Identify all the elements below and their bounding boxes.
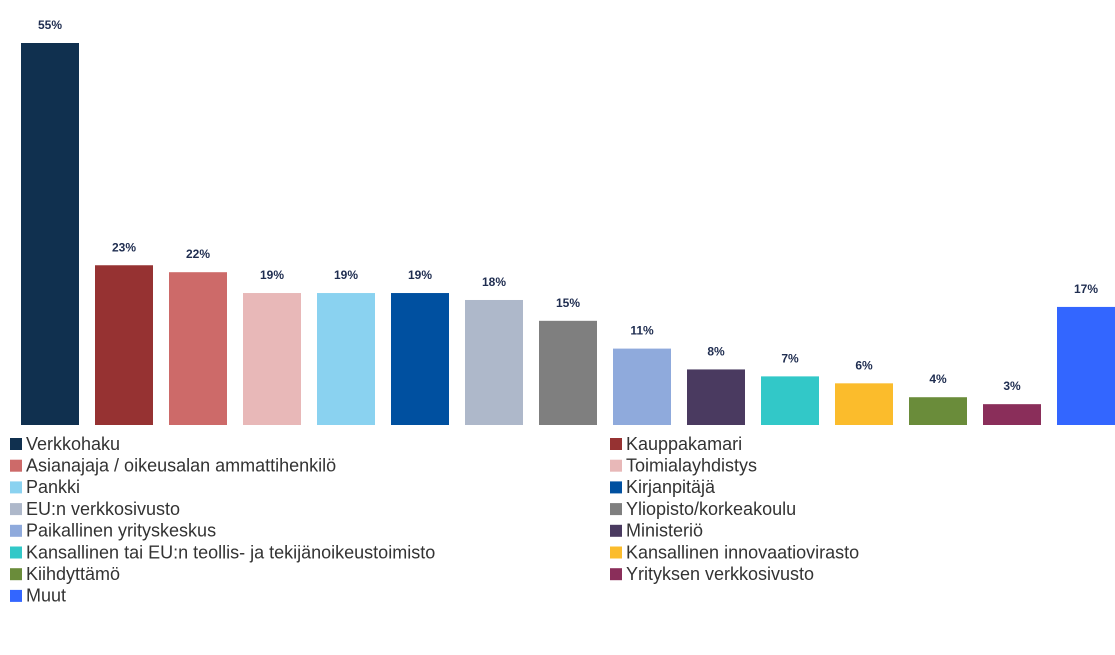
value-label: 19%	[408, 268, 432, 282]
legend-label: Kiihdyttämö	[26, 564, 120, 584]
legend-swatch	[10, 459, 22, 472]
bar	[95, 265, 153, 425]
legend-swatch	[610, 438, 622, 450]
legend-label: Paikallinen yrityskeskus	[26, 521, 216, 541]
value-label: 15%	[556, 296, 580, 310]
bar	[983, 404, 1041, 425]
legend-swatch	[610, 459, 622, 472]
value-label: 18%	[482, 275, 506, 289]
legend-label: Kirjanpitäjä	[626, 477, 716, 497]
value-label: 55%	[38, 18, 62, 32]
legend-label: Kansallinen tai EU:n teollis- ja tekijän…	[26, 542, 435, 562]
bar	[835, 383, 893, 425]
legend-label: EU:n verkkosivusto	[26, 499, 180, 519]
legend-swatch	[610, 546, 622, 559]
legend-label: Verkkohaku	[26, 434, 120, 454]
value-label: 3%	[1003, 379, 1021, 393]
legend-swatch	[610, 481, 622, 494]
bar	[317, 293, 375, 425]
value-label: 19%	[334, 268, 358, 282]
bar	[539, 320, 597, 425]
legend-label: Kansallinen innovaatiovirasto	[626, 542, 859, 562]
legend-swatch	[10, 546, 22, 559]
legend-swatch	[10, 589, 22, 602]
legend-label: Yrityksen verkkosivusto	[626, 564, 814, 584]
legend-label: Pankki	[26, 477, 80, 497]
value-label: 19%	[260, 268, 284, 282]
legend-label: Muut	[26, 586, 66, 606]
bar	[465, 299, 523, 425]
value-label: 8%	[707, 344, 725, 358]
legend-swatch	[10, 438, 22, 450]
bar	[391, 293, 449, 425]
legend-swatch	[10, 568, 22, 581]
legend-label: Toimialayhdistys	[626, 455, 757, 475]
bar	[761, 376, 819, 425]
value-label: 22%	[186, 247, 210, 261]
value-label: 4%	[929, 372, 947, 386]
legend-label: Asianajaja / oikeusalan ammattihenkilö	[26, 455, 336, 475]
legend-swatch	[610, 503, 622, 516]
legend-swatch	[10, 503, 22, 516]
legend-swatch	[610, 568, 622, 581]
value-label: 7%	[781, 351, 799, 365]
bar	[613, 348, 671, 425]
legend-label: Kauppakamari	[626, 434, 742, 454]
bar	[169, 272, 227, 425]
value-label: 23%	[112, 240, 136, 254]
legend-swatch	[10, 481, 22, 494]
legend-label: Ministeriö	[626, 521, 703, 541]
bar	[687, 369, 745, 425]
legend-swatch	[610, 524, 622, 537]
value-label: 17%	[1074, 282, 1098, 296]
bar	[1057, 306, 1115, 425]
bar	[21, 43, 79, 425]
value-label: 11%	[630, 324, 654, 338]
bar	[243, 293, 301, 425]
bar	[909, 397, 967, 425]
legend-swatch	[10, 524, 22, 537]
value-label: 6%	[855, 358, 873, 372]
legend-label: Yliopisto/korkeakoulu	[626, 499, 796, 519]
